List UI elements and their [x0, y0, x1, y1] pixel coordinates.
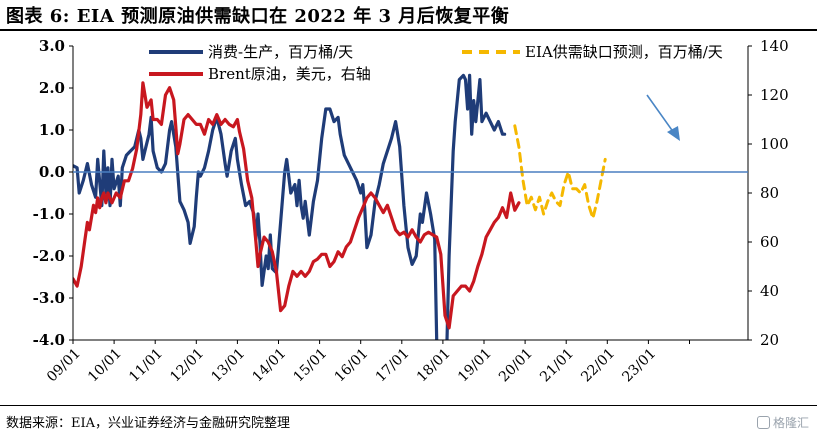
y-left-tick-label: -1.0 [33, 205, 65, 223]
x-tick-label: 15/01 [291, 346, 331, 386]
watermark-logo-icon [756, 416, 770, 429]
y-right-tick-label: 60 [760, 233, 779, 251]
source-note: 数据来源：EIA，兴业证券经济与金融研究院整理 [6, 416, 291, 431]
y-left-tick-label: -4.0 [33, 331, 65, 349]
source-rule [0, 405, 817, 406]
figure-title: 图表 6: EIA 预测原油供需缺口在 2022 年 3 月后恢复平衡 [6, 6, 510, 27]
y-left-tick-label: 1.0 [39, 121, 65, 139]
trend-arrow-head [667, 126, 680, 141]
y-left-tick-label: -3.0 [33, 289, 65, 307]
y-left-tick-label: 0.0 [39, 163, 65, 181]
y-right-tick-label: 120 [760, 86, 789, 104]
x-tick-label: 19/01 [455, 346, 495, 386]
watermark: 格隆汇 [756, 414, 809, 431]
x-tick-label: 11/01 [126, 346, 166, 386]
x-tick-label: 16/01 [332, 346, 372, 386]
x-tick-label: 12/01 [167, 346, 207, 386]
trend-arrow [646, 94, 680, 141]
y-left-tick-label: 2.0 [39, 79, 65, 97]
trend-arrow-shaft [646, 94, 675, 134]
x-tick-label: 10/01 [85, 346, 125, 386]
x-tick-label: 23/01 [619, 346, 659, 386]
plot-lines [73, 73, 607, 340]
legend-label-consumption: 消费-生产，百万桶/天 [208, 43, 353, 61]
x-ticks: 09/01 10/01 11/01 12/01 13/01 14/01 15/01 16/01… [44, 340, 690, 385]
y-left-ticks: 3.0 2.0 1.0 0.0 -1.0 -2.0 -3.0 -4.0 [33, 37, 73, 349]
x-tick-label: 13/01 [208, 346, 248, 386]
y-left-tick-label: -2.0 [33, 247, 65, 265]
forecast-line [513, 124, 607, 220]
legend-label-forecast: EIA供需缺口预测，百万桶/天 [525, 43, 723, 61]
y-right-tick-label: 140 [760, 37, 789, 55]
title-rule [0, 29, 817, 31]
y-right-tick-label: 40 [760, 282, 779, 300]
y-right-tick-label: 20 [760, 331, 779, 349]
y-right-tick-label: 100 [760, 135, 789, 153]
axes [72, 46, 749, 341]
y-right-ticks: 140 120 100 80 60 40 20 [748, 37, 789, 349]
x-tick-label: 09/01 [44, 346, 84, 386]
x-tick-label: 21/01 [537, 346, 577, 386]
y-left-tick-label: 3.0 [39, 37, 65, 55]
x-tick-label: 22/01 [578, 346, 618, 386]
legend: 消费-生产，百万桶/天 Brent原油，美元，右轴 EIA供需缺口预测，百万桶/… [149, 43, 723, 83]
y-right-tick-label: 80 [760, 184, 779, 202]
x-tick-label: 18/01 [414, 346, 454, 386]
x-tick-label: 17/01 [373, 346, 413, 386]
x-tick-label: 14/01 [249, 346, 289, 386]
chart: 3.0 2.0 1.0 0.0 -1.0 -2.0 -3.0 -4.0 140 120 100 80… [33, 37, 789, 385]
consumption-line-2 [445, 73, 507, 340]
legend-label-brent: Brent原油，美元，右轴 [208, 65, 371, 83]
watermark-text: 格隆汇 [772, 416, 809, 430]
x-tick-label: 20/01 [496, 346, 536, 386]
